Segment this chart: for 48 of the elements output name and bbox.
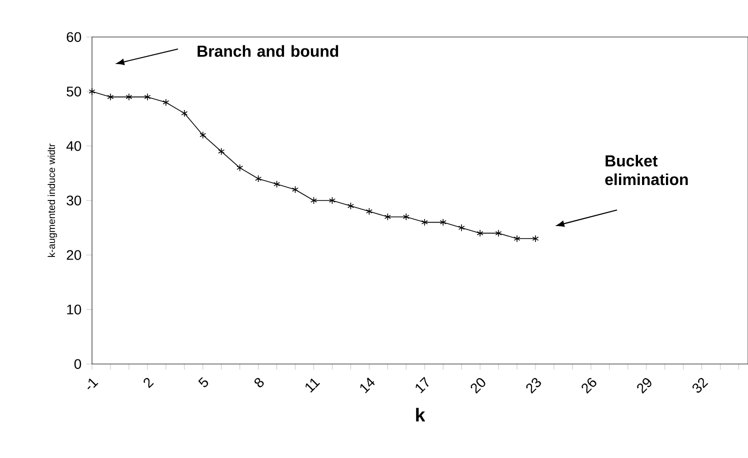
x-tick-label: 11	[306, 378, 320, 393]
y-tick-label: 40	[66, 141, 82, 151]
x-tick-label: -1	[87, 378, 98, 390]
x-tick-label: 32	[692, 378, 708, 393]
point	[402, 213, 410, 221]
y-tick-label: 30	[66, 196, 82, 206]
y-tick-label: 0	[74, 359, 82, 369]
x-tick-label: 5	[198, 377, 208, 388]
y-tick-label: 50	[66, 86, 82, 96]
point	[421, 218, 428, 226]
annotation: Bucket elimination	[605, 154, 688, 186]
y-tick-label: 20	[66, 250, 82, 260]
x-tick-label: 14	[360, 378, 375, 394]
point	[255, 174, 262, 182]
x-tick-label: 20	[470, 378, 486, 394]
x-axis-title: k	[416, 408, 426, 422]
point	[274, 180, 280, 188]
point	[440, 218, 446, 226]
point	[292, 186, 299, 194]
point	[476, 229, 484, 237]
point	[126, 93, 132, 101]
point	[532, 234, 539, 242]
point	[366, 208, 372, 216]
point	[347, 202, 354, 210]
x-tick-label: 23	[526, 378, 541, 394]
point	[328, 196, 336, 204]
x-tick-label: 8	[254, 378, 264, 388]
x-tick-label: 17	[416, 376, 429, 394]
y-tick-label: 60	[66, 32, 82, 42]
point	[107, 93, 114, 101]
point	[236, 164, 244, 172]
annotation: Branch and bound	[198, 45, 338, 57]
point	[514, 234, 520, 242]
point	[495, 229, 502, 237]
point	[181, 110, 188, 118]
x-tick-label: 26	[582, 378, 596, 394]
point	[384, 213, 391, 221]
point	[310, 196, 318, 204]
point	[458, 224, 465, 232]
y-axis-title: k-augmented induce widtr	[48, 144, 57, 257]
point	[144, 93, 151, 101]
x-tick-label: 29	[637, 378, 652, 394]
y-tick-label: 10	[67, 304, 82, 314]
point	[88, 88, 96, 96]
x-tick-label: 2	[144, 378, 154, 388]
point	[218, 148, 225, 156]
point	[200, 131, 206, 139]
point	[162, 98, 170, 106]
